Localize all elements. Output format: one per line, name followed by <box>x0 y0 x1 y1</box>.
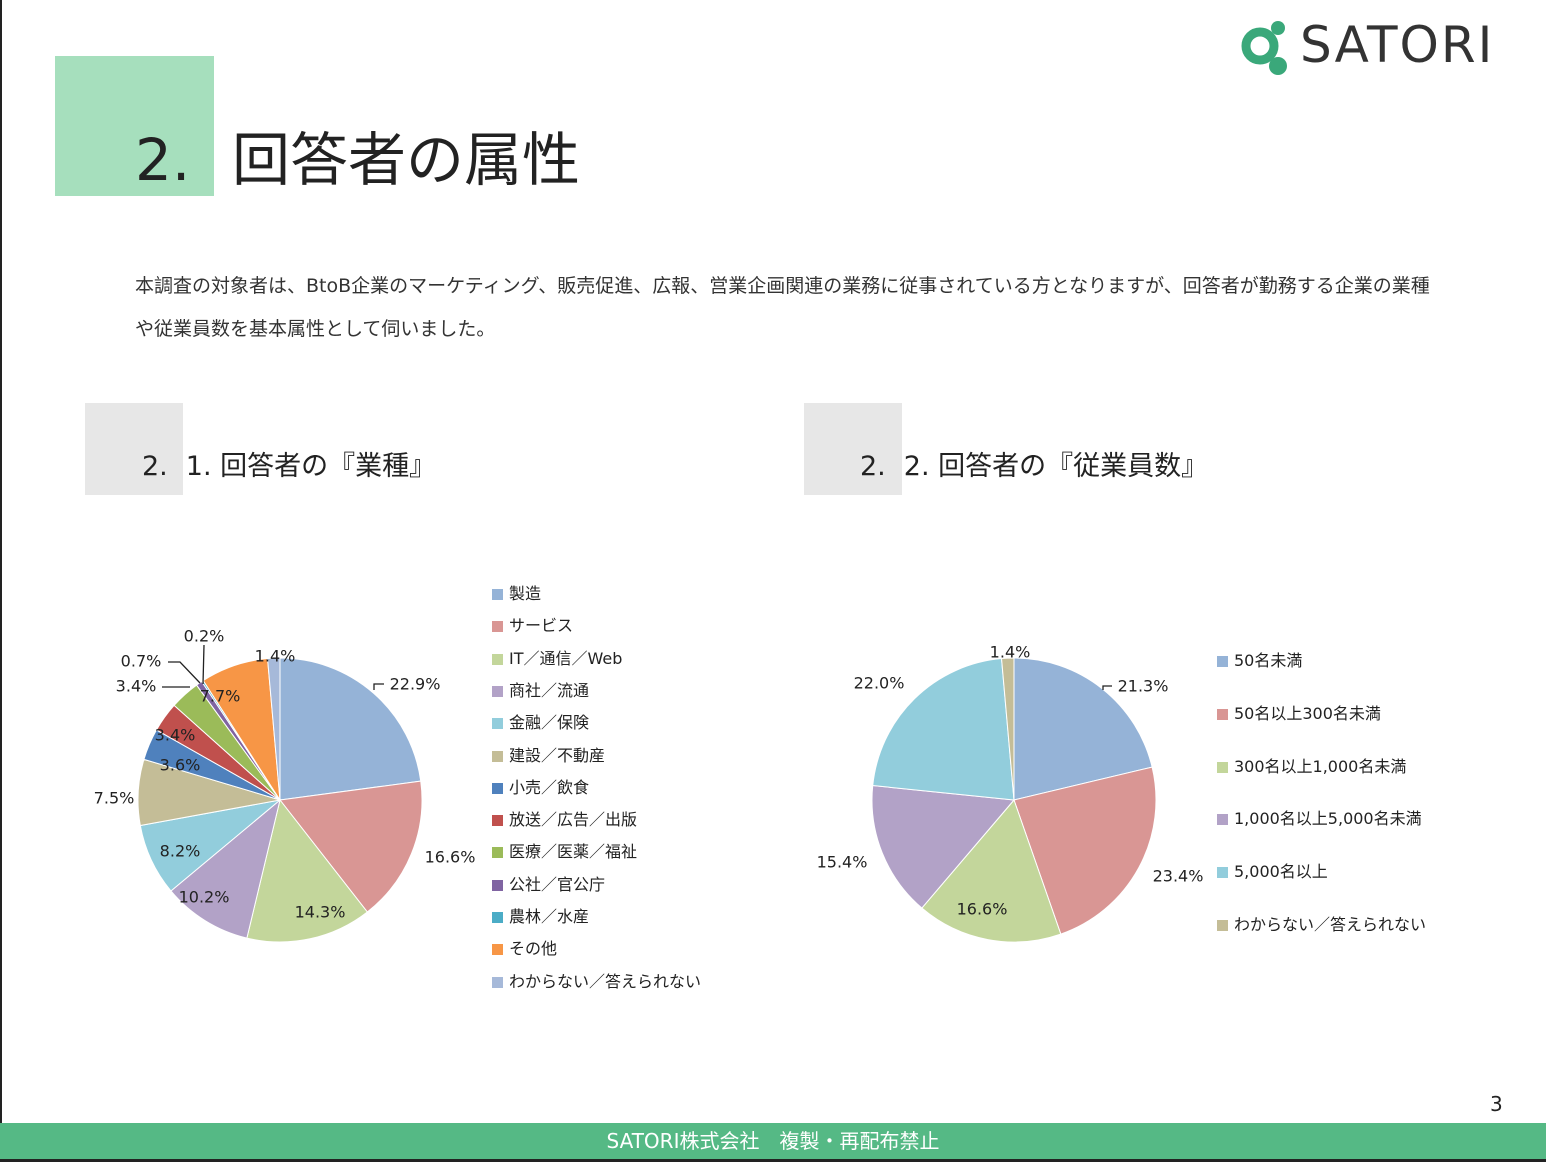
leader-line <box>1102 685 1112 690</box>
page-number: 3 <box>1490 1092 1503 1116</box>
data-label: 16.6% <box>425 848 476 867</box>
data-label: 3.4% <box>155 726 196 745</box>
employees-pie: 21.3% 23.4% 16.6% 15.4% 22.0% 1.4% <box>817 643 1204 943</box>
pie-slice <box>872 658 1015 801</box>
legend-swatch <box>492 879 503 891</box>
title-number: 2. <box>135 126 191 194</box>
data-label: 10.2% <box>179 888 230 907</box>
legend-swatch <box>1217 708 1228 720</box>
section-1-heading: 2. 1. 回答者の『業種』 <box>142 445 436 489</box>
legend-label: 50名未満 <box>1234 651 1303 670</box>
intro-paragraph: 本調査の対象者は、BtoB企業のマーケティング、販売促進、広報、営業企画関連の業… <box>135 275 1430 340</box>
legend-label: わからない／答えられない <box>1234 915 1427 934</box>
legend-label: 50名以上300名未満 <box>1234 703 1381 723</box>
legend-label: 建設／不動産 <box>509 745 606 765</box>
logo-text: SATORI <box>1300 16 1495 74</box>
legend-label: 5,000名以上 <box>1234 862 1328 882</box>
legend-label: サービス <box>509 616 574 636</box>
legend-swatch <box>1217 814 1228 826</box>
pie-slice <box>921 799 1062 943</box>
section-2-number: 2. <box>860 451 886 482</box>
title-accent-block <box>55 56 214 196</box>
legend-label: 放送／広告／出版 <box>509 810 638 830</box>
data-label: 22.0% <box>854 674 905 693</box>
pie-slice <box>279 657 422 801</box>
legend-label: 医療／医薬／福祉 <box>509 842 638 862</box>
data-label: 7.5% <box>94 789 135 808</box>
pie-slice <box>1013 657 1153 801</box>
data-label: 22.9% <box>390 675 441 694</box>
legend-swatch <box>1217 761 1228 773</box>
data-label: 3.4% <box>116 677 157 696</box>
data-label: 3.6% <box>160 756 201 775</box>
bottom-border <box>0 1159 1546 1162</box>
legend-label: 300名以上1,000名未満 <box>1234 756 1407 776</box>
legend-label: わからない／答えられない <box>509 971 702 991</box>
legend-swatch <box>492 944 503 956</box>
legend-swatch <box>492 718 503 730</box>
data-label: 15.4% <box>817 853 868 872</box>
data-label: 0.7% <box>121 652 162 671</box>
pie-slice <box>170 798 281 939</box>
legend-label: 公社／官公庁 <box>509 874 606 894</box>
data-label: 1.4% <box>990 643 1031 662</box>
footer-bar: SATORI株式会社 複製・再配布禁止 <box>0 1123 1546 1159</box>
leader-line <box>168 661 201 684</box>
legend-swatch <box>492 976 503 988</box>
legend-label: IT／通信／Web <box>509 648 623 668</box>
data-label: 1.4% <box>255 647 296 666</box>
legend-label: 商社／流通 <box>509 680 590 700</box>
section-2-title: 2. 回答者の『従業員数』 <box>903 451 1209 482</box>
legend-swatch <box>492 912 503 923</box>
data-label: 7.7% <box>200 687 241 706</box>
legend-label: 1,000名以上5,000名未満 <box>1234 809 1422 829</box>
logo-mark-icon <box>1241 21 1287 75</box>
section-1-title: 1. 回答者の『業種』 <box>185 451 437 482</box>
leader-line <box>202 644 205 685</box>
industry-pie: 22.9% 16.6% 14.3% 10.2% 8.2% 7.5% 3.6% 3.4% 3.4%… <box>94 627 476 943</box>
pie-slice <box>1013 766 1157 935</box>
data-label: 16.6% <box>957 900 1008 919</box>
legend-swatch <box>1217 920 1228 931</box>
legend-label: 小売／飲食 <box>509 777 590 797</box>
pie-slice <box>279 780 423 913</box>
legend-swatch <box>492 621 503 633</box>
legend-swatch <box>492 653 503 665</box>
pie-slice <box>1000 657 1015 801</box>
legend-swatch <box>492 815 503 827</box>
legend-swatch <box>492 847 503 859</box>
pie-slice <box>246 798 369 943</box>
pie-slice <box>266 657 281 801</box>
section-2-block <box>804 403 902 495</box>
page-title: 回答者の属性 <box>232 126 581 194</box>
data-label: 8.2% <box>160 842 201 861</box>
legend-swatch <box>492 750 503 762</box>
legend-swatch <box>1217 867 1228 879</box>
section-1-number: 2. <box>142 451 168 482</box>
legend-label: 製造 <box>509 584 542 603</box>
data-label: 0.2% <box>184 627 225 646</box>
legend-swatch <box>1217 656 1228 667</box>
legend-swatch <box>492 685 503 697</box>
leader-line <box>373 683 384 690</box>
legend-label: 農林／水産 <box>509 907 590 926</box>
legend-label: その他 <box>509 939 558 959</box>
left-border <box>0 0 2 1162</box>
legend-label: 金融／保険 <box>509 713 590 733</box>
section-1-block <box>85 403 183 495</box>
data-label: 23.4% <box>1153 867 1204 886</box>
data-label: 21.3% <box>1118 677 1169 696</box>
section-2-heading: 2. 2. 回答者の『従業員数』 <box>860 445 1208 489</box>
pie-slice <box>871 784 1015 909</box>
data-label: 14.3% <box>295 903 346 922</box>
legend-swatch <box>492 589 503 600</box>
legend-swatch <box>492 782 503 794</box>
satori-logo: SATORI <box>1238 16 1518 80</box>
